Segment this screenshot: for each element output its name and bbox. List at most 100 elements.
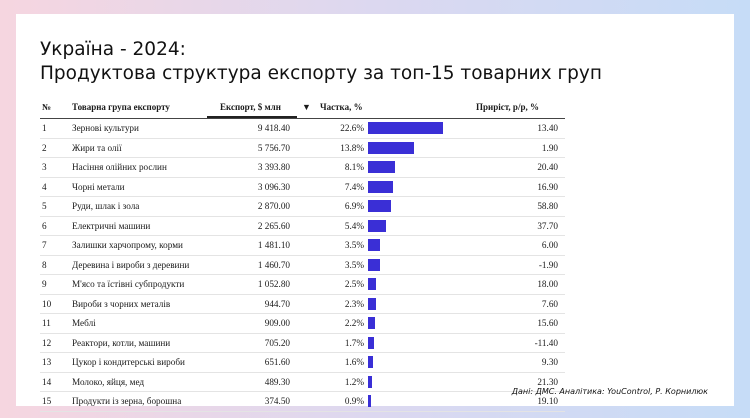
row-growth: 20.40 [537, 162, 558, 172]
share-bar [368, 200, 391, 212]
share-bar [368, 161, 395, 173]
row-export: 489.30 [264, 376, 290, 387]
share-bar [368, 317, 376, 329]
row-share: 7.4% [344, 181, 364, 192]
row-growth: -11.40 [534, 337, 558, 348]
row-num: 9 [42, 279, 47, 289]
row-growth: 16.90 [537, 181, 558, 192]
row-num: 11 [42, 318, 51, 328]
row-export: 705.20 [264, 337, 290, 348]
chart-card: Україна - 2024: Продуктова структура екс… [16, 14, 734, 412]
row-name: Зернові культури [72, 123, 139, 133]
row-name: Вироби з чорних металів [72, 298, 171, 309]
row-name: Реактори, котли, машини [72, 337, 171, 348]
share-bar [368, 395, 371, 407]
row-share: 22.6% [340, 123, 364, 133]
share-bar [368, 336, 374, 349]
row-num: 2 [42, 142, 47, 153]
row-name: Продукти із зерна, борошна [72, 396, 182, 406]
sort-underline [207, 116, 297, 118]
row-share: 6.9% [344, 201, 364, 211]
row-share: 3.5% [344, 259, 364, 270]
row-name: Насіння олійних рослин [72, 162, 167, 172]
row-num: 6 [42, 220, 47, 231]
row-growth: 21.30 [537, 376, 558, 387]
table-row: 2 Жири та олії 5 756.70 13.8% 1.90 [40, 139, 565, 158]
table-row: 14 Молоко, яйця, мед 489.30 1.2% 21.30 [40, 373, 565, 392]
row-export: 1 481.10 [257, 240, 290, 250]
row-export: 2 265.60 [257, 220, 290, 231]
table-row: 13 Цукор і кондитерські вироби 651.60 1.6% 9… [40, 353, 565, 373]
table-row: 9 М'ясо та їстівні субпродукти 1 052.80 2.5… [40, 275, 565, 295]
row-name: Залишки харчопрому, корми [72, 240, 183, 250]
share-bar [368, 239, 380, 251]
row-share: 2.2% [344, 318, 364, 328]
row-export: 944.70 [264, 298, 290, 309]
share-bar [368, 141, 414, 154]
share-bar [368, 375, 372, 388]
header-growth[interactable]: Приріст, р/р, % [476, 102, 539, 112]
row-growth: 19.10 [537, 396, 558, 406]
row-growth: 6.00 [541, 240, 558, 250]
row-name: М'ясо та їстівні субпродукти [72, 279, 185, 289]
row-export: 5 756.70 [257, 142, 290, 153]
row-name: Чорні метали [72, 181, 125, 192]
table-row: 3 Насіння олійних рослин 3 393.80 8.1% 20.40 [40, 158, 565, 178]
table-body: 1 Зернові культури 9 418.40 22.6% 13.40 2 Жири… [40, 119, 565, 412]
row-share: 1.2% [344, 376, 364, 387]
row-export: 909.00 [264, 318, 290, 328]
row-growth: 37.70 [537, 220, 558, 231]
row-num: 3 [42, 162, 47, 172]
row-export: 1 052.80 [257, 279, 290, 289]
table-row: 5 Руди, шлак і зола 2 870.00 6.9% 58.80 [40, 197, 565, 217]
chart-title: Україна - 2024: Продуктова структура екс… [40, 38, 602, 86]
sort-arrow-icon[interactable]: ▼ [302, 102, 311, 112]
table-row: 4 Чорні метали 3 096.30 7.4% 16.90 [40, 178, 565, 197]
row-num: 4 [42, 181, 47, 192]
row-export: 1 460.70 [257, 259, 290, 270]
row-name: Меблі [72, 318, 96, 328]
row-export: 3 096.30 [257, 181, 290, 192]
header-share[interactable]: Частка, % [320, 102, 363, 112]
row-num: 8 [42, 259, 47, 270]
row-share: 3.5% [344, 240, 364, 250]
table-header: № Товарна група експорту Експорт, $ млн … [40, 96, 565, 119]
row-num: 10 [42, 298, 52, 309]
row-name: Молоко, яйця, мед [72, 376, 145, 387]
title-line-2: Продуктова структура експорту за топ-15 … [40, 63, 602, 84]
row-num: 1 [42, 123, 47, 133]
row-growth: 7.60 [541, 298, 558, 309]
table-row: 6 Електричні машини 2 265.60 5.4% 37.70 [40, 217, 565, 236]
row-num: 5 [42, 201, 47, 211]
row-export: 651.60 [264, 357, 290, 367]
header-export[interactable]: Експорт, $ млн [220, 102, 281, 112]
header-name[interactable]: Товарна група експорту [72, 102, 170, 112]
row-name: Цукор і кондитерські вироби [72, 357, 185, 367]
header-num: № [42, 102, 52, 112]
row-num: 13 [42, 357, 52, 367]
share-bar [368, 180, 393, 193]
title-line-1: Україна - 2024: [40, 39, 186, 60]
table-row: 12 Реактори, котли, машини 705.20 1.7% -11.4… [40, 334, 565, 353]
source-note: Дані: ДМС. Аналітика: YouControl, Р. Кор… [511, 387, 708, 396]
row-export: 374.50 [264, 396, 290, 406]
row-share: 1.7% [344, 337, 364, 348]
table-row: 1 Зернові культури 9 418.40 22.6% 13.40 [40, 119, 565, 139]
row-growth: 15.60 [537, 318, 558, 328]
table-row: 10 Вироби з чорних металів 944.70 2.3% 7.60 [40, 295, 565, 314]
share-bar [368, 219, 386, 232]
row-share: 2.5% [344, 279, 364, 289]
row-growth: 58.80 [537, 201, 558, 211]
export-table: № Товарна група експорту Експорт, $ млн … [40, 96, 565, 412]
row-name: Руди, шлак і зола [72, 201, 140, 211]
share-bar [368, 297, 376, 310]
row-growth: 13.40 [537, 123, 558, 133]
row-growth: 18.00 [537, 279, 558, 289]
share-bar [368, 122, 443, 134]
row-num: 15 [42, 396, 52, 406]
row-export: 3 393.80 [257, 162, 290, 172]
row-name: Деревина і вироби з деревини [72, 259, 190, 270]
row-share: 5.4% [344, 220, 364, 231]
row-share: 8.1% [344, 162, 364, 172]
row-growth: 1.90 [541, 142, 558, 153]
